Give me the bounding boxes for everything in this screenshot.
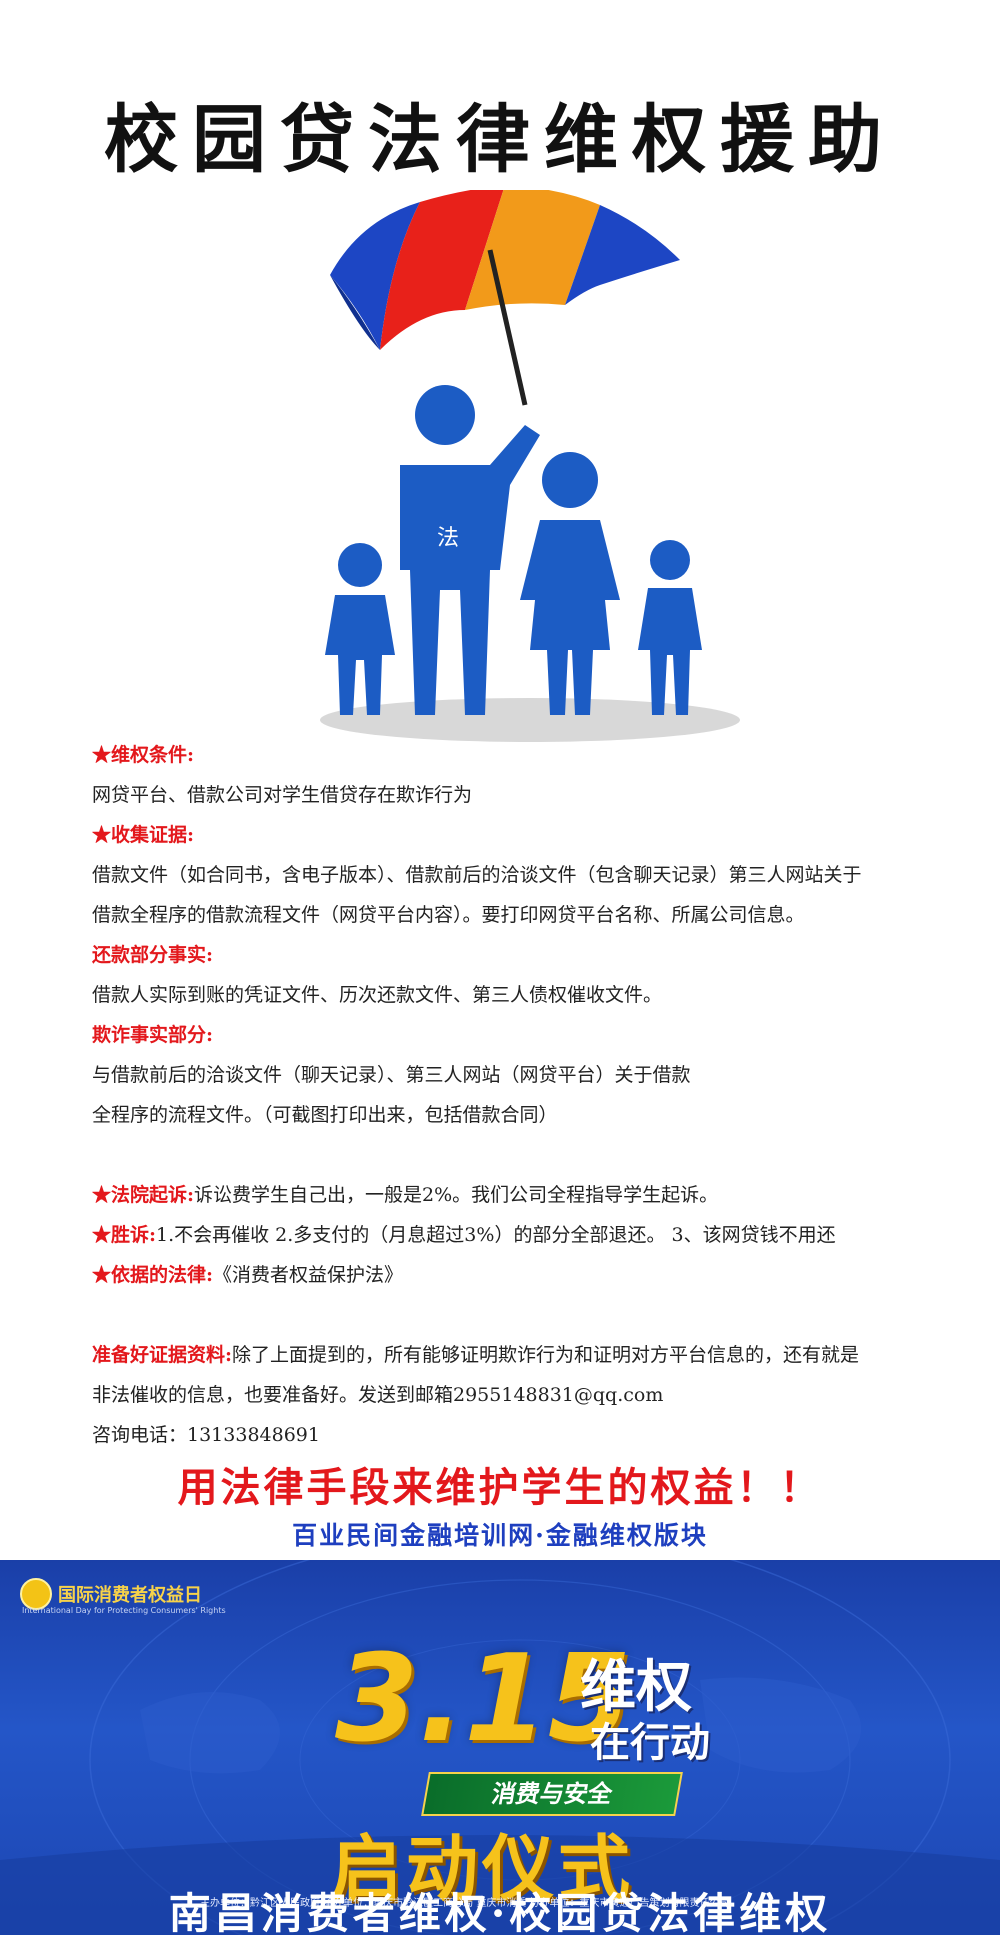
- logo-text: 国际消费者权益日: [58, 1585, 202, 1606]
- family-umbrella-illustration: 法: [320, 190, 740, 742]
- lawsuit-line: ★法院起诉:诉讼费学生自己出，一般是2%。我们公司全程指导学生起诉。: [92, 1175, 932, 1215]
- footer-title: 南昌消费者维权·校园贷法律维权: [168, 1889, 832, 1938]
- consumer-day-logo-icon: [20, 1578, 52, 1610]
- mother-figure: [520, 452, 620, 715]
- section-text: 借款全程序的借款流程文件（网贷平台内容）。要打印网贷平台名称、所属公司信息。: [92, 904, 805, 926]
- section-heading: ★依据的法律:: [92, 1264, 214, 1286]
- section-text: 网贷平台、借款公司对学生借贷存在欺诈行为: [92, 784, 473, 806]
- section-text: 借款文件（如合同书，含电子版本）、借款前后的洽谈文件（包含聊天记录）第三人网站关…: [92, 864, 862, 886]
- rights-info-section: ★维权条件: 网贷平台、借款公司对学生借贷存在欺诈行为 ★收集证据: 借款文件（…: [92, 735, 932, 1455]
- law-line: ★依据的法律:《消费者权益保护法》: [92, 1255, 932, 1295]
- banner-zaixing: 在行动: [590, 1720, 710, 1766]
- section-text: 借款人实际到账的凭证文件、历次还款文件、第三人债权催收文件。: [92, 984, 663, 1006]
- section-heading: 准备好证据资料:: [92, 1344, 233, 1366]
- section-text: 除了上面提到的，所有能够证明欺诈行为和证明对方平台信息的，还有就是: [232, 1344, 860, 1366]
- logo-subtext: International Day for Protecting Consume…: [22, 1606, 226, 1615]
- page-title: 校园贷法律维权援助: [104, 97, 896, 183]
- section-heading: ★胜诉:: [92, 1224, 157, 1246]
- section-text: 非法催收的信息，也要准备好。发送到邮箱2955148831@qq.com: [92, 1384, 664, 1406]
- slogan: 用法律手段来维护学生的权益！！: [177, 1464, 823, 1511]
- section-heading: 还款部分事实:: [92, 944, 214, 966]
- section-heading: ★维权条件:: [92, 744, 195, 766]
- banner-qidong: 启动仪式: [330, 1827, 635, 1911]
- win-line: ★胜诉:1.不会再催收 2.多支付的（月息超过3%）的部分全部退还。 3、该网贷…: [92, 1215, 932, 1255]
- section-text: 诉讼费学生自己出，一般是2%。我们公司全程指导学生起诉。: [194, 1184, 719, 1206]
- umbrella-icon: [330, 190, 680, 406]
- father-figure: [400, 385, 540, 715]
- section-text: 与借款前后的洽谈文件（聊天记录）、第三人网站（网贷平台）关于借款: [92, 1064, 691, 1086]
- consumer-rights-banner: 国际消费者权益日 International Day for Protectin…: [0, 1560, 1000, 1935]
- contact-phone: 咨询电话：13133848691: [92, 1424, 320, 1446]
- section-text: 《消费者权益保护法》: [213, 1264, 404, 1286]
- child-figure-left: [325, 543, 395, 715]
- evidence-line: 准备好证据资料:除了上面提到的，所有能够证明欺诈行为和证明对方平台信息的，还有就…: [92, 1335, 932, 1375]
- section-text: 1.不会再催收 2.多支付的（月息超过3%）的部分全部退还。 3、该网贷钱不用还: [156, 1224, 836, 1246]
- globe-background: [0, 1560, 1000, 1935]
- logo-row: 国际消费者权益日: [20, 1578, 202, 1610]
- section-heading: 欺诈事实部分:: [92, 1024, 214, 1046]
- child-figure-right: [638, 540, 702, 715]
- banner-weiquan: 维权: [580, 1655, 692, 1720]
- figure-label: 法: [437, 526, 459, 551]
- section-heading: ★法院起诉:: [92, 1184, 195, 1206]
- organizers-text: 主办单位：黔江区人民政府 承办单位：重庆市黔江区工商分局 重庆市消委 协办单位：…: [200, 1898, 730, 1909]
- section-heading: ★收集证据:: [92, 824, 195, 846]
- sub-slogan: 百业民间金融培训网·金融维权版块: [292, 1521, 708, 1550]
- banner-number: 3.15: [335, 1630, 632, 1769]
- section-text: 全程序的流程文件。（可截图打印出来，包括借款合同）: [92, 1104, 558, 1126]
